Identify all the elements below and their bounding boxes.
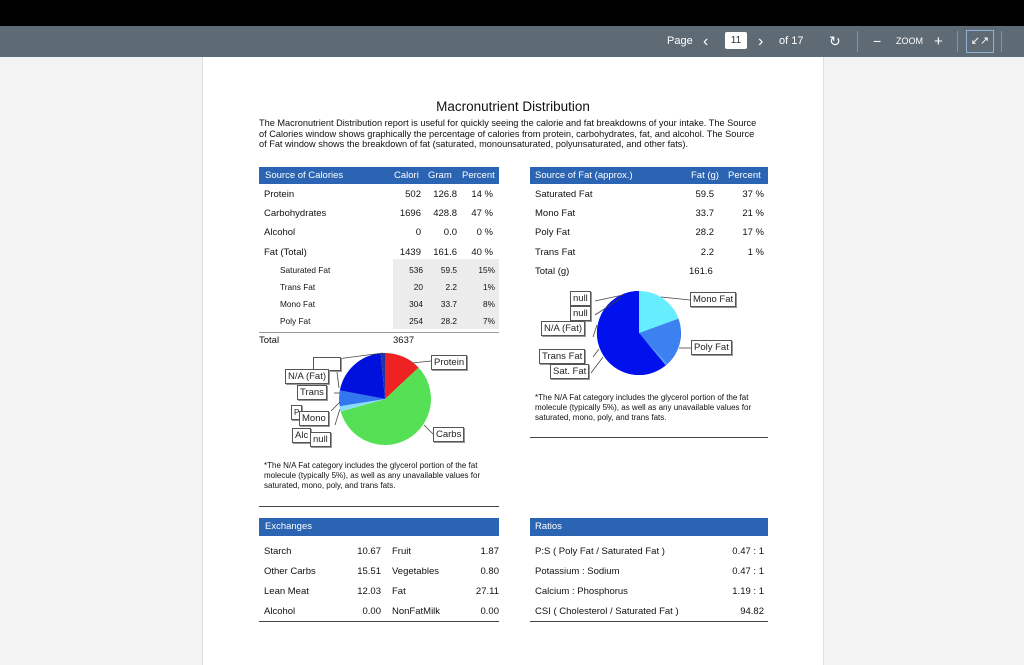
exit-fullscreen-icon[interactable]: ↙↗ — [966, 30, 994, 53]
document-page: Macronutrient Distribution The Macronutr… — [202, 57, 824, 665]
calories-table-header: Source of Calories Calori Gram Percent — [259, 167, 499, 184]
fat-pie-slice-mono — [639, 291, 679, 333]
fat-pie-slice-trans — [639, 333, 668, 366]
total-calories: 3637 — [393, 335, 415, 346]
zoom-out-icon[interactable]: − — [873, 33, 882, 49]
pie-label-trans: Trans — [297, 385, 327, 400]
fat-pie-label-trans: Trans Fat — [539, 349, 586, 364]
page-number-input[interactable]: 11 — [725, 32, 747, 49]
page-total: of 17 — [779, 35, 804, 47]
calories-pie-slices — [339, 353, 431, 445]
calories-pie-leaders — [330, 352, 434, 435]
toolbar-divider — [1001, 31, 1002, 52]
header-calories: Calori — [394, 170, 419, 181]
fat-pie-slices — [597, 291, 681, 375]
fat-total-label: Total (g) — [535, 266, 570, 277]
fat-pie-leaders — [590, 294, 691, 374]
zoom-in-icon[interactable]: + — [934, 33, 943, 50]
header-gram: Gram — [428, 170, 452, 181]
header-fat-percent: Percent — [728, 170, 761, 181]
pie-label-alcohol: Alc — [292, 428, 312, 443]
ratios-rule — [530, 621, 768, 622]
calories-footnote: *The N/A Fat category includes the glyce… — [264, 461, 481, 490]
exchanges-header: Exchanges — [259, 518, 499, 536]
total-rule — [259, 332, 499, 333]
pie-slice-mono — [339, 390, 385, 407]
header-percent: Percent — [462, 170, 495, 181]
next-page-icon[interactable]: › — [758, 33, 764, 50]
toolbar-divider — [857, 31, 858, 52]
header-fat-source: Source of Fat (approx.) — [535, 170, 633, 181]
fat-section-rule — [530, 437, 768, 438]
fat-pie-label-na-fat: N/A (Fat) — [541, 321, 586, 336]
header-fat-grams: Fat (g) — [691, 170, 719, 181]
exchanges-rule — [259, 621, 499, 622]
report-title: Macronutrient Distribution — [436, 99, 590, 114]
pie-slice-protein — [385, 353, 419, 399]
toolbar-divider — [957, 31, 958, 52]
fat-table-header: Source of Fat (approx.) Fat (g) Percent — [530, 167, 768, 184]
fat-pie-slice-poly — [639, 318, 681, 364]
pie-slice-na-fat — [380, 353, 385, 399]
pie-label-mono: Mono — [299, 411, 329, 426]
pie-slice-poly — [339, 399, 385, 412]
fat-footnote: *The N/A Fat category includes the glyce… — [535, 393, 752, 422]
fat-pie-slices-2 — [596, 290, 681, 375]
fat-pie-slice-saturated — [597, 291, 681, 375]
fat-pie-slice-sat — [596, 290, 666, 375]
fat-pie-label-null: null — [570, 291, 591, 306]
window-top-bar — [0, 0, 1024, 26]
ratios-header: Ratios — [530, 518, 768, 536]
fat-total-value: 161.6 — [689, 266, 713, 277]
pie-label-na-fat: N/A (Fat) — [285, 369, 330, 384]
page-label: Page — [667, 35, 693, 47]
fat-subrows-shade — [393, 259, 499, 329]
pie-label-null: null — [310, 432, 331, 447]
pie-label-carbs: Carbs — [433, 427, 465, 442]
pie-label-protein: Protein — [431, 355, 468, 370]
zoom-label: ZOOM — [896, 36, 923, 46]
fat-pie-label-mono: Mono Fat — [690, 292, 737, 307]
report-intro: The Macronutrient Distribution report is… — [259, 118, 757, 150]
header-source: Source of Calories — [265, 170, 344, 181]
pie-slice-carbs — [340, 367, 431, 445]
rotate-icon[interactable]: ↻ — [829, 33, 841, 49]
fat-pie-label-saturated: Sat. Fat — [550, 364, 590, 379]
pie-slice-saturated — [339, 353, 385, 399]
viewer-toolbar: Page ‹ 11 › of 17 ↻ − ZOOM + ↙↗ — [0, 26, 1024, 57]
fat-pie-label-null: null — [570, 306, 591, 321]
prev-page-icon[interactable]: ‹ — [703, 33, 709, 50]
fat-pie-label-poly: Poly Fat — [691, 340, 732, 355]
total-label: Total — [259, 335, 280, 346]
calories-section-rule — [259, 506, 499, 507]
